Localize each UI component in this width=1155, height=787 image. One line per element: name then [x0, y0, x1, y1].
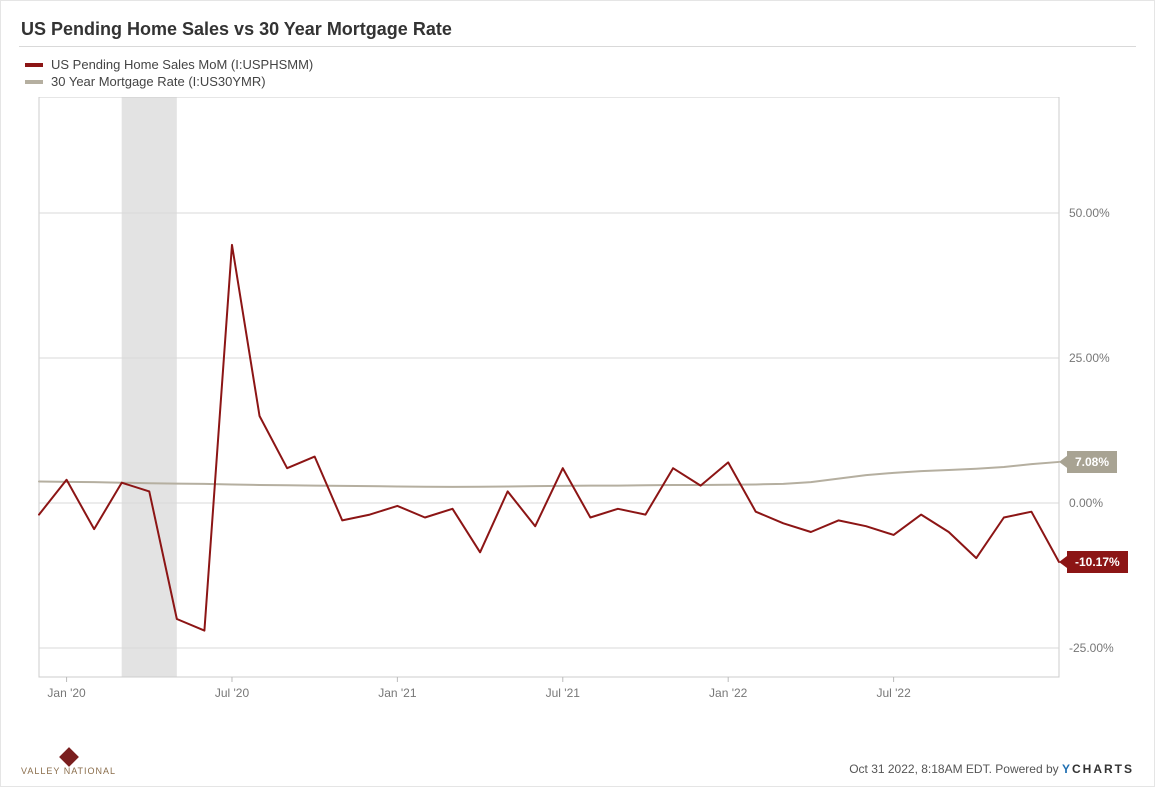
- svg-text:Jul '20: Jul '20: [215, 686, 250, 700]
- plot-svg: -25.00% 0.00% 25.00% 50.00% Jan '20 Jul '20 Ja…: [19, 97, 1137, 712]
- footer-powered-prefix: Powered by: [995, 762, 1062, 776]
- footer-right: Oct 31 2022, 8:18AM EDT. Powered by YCHA…: [849, 762, 1134, 776]
- plot-area: -25.00% 0.00% 25.00% 50.00% Jan '20 Jul '20 Ja…: [19, 97, 1137, 712]
- footer-timestamp: Oct 31 2022, 8:18AM EDT.: [849, 762, 992, 776]
- svg-text:50.00%: 50.00%: [1069, 206, 1110, 220]
- ycharts-text: CHARTS: [1072, 762, 1134, 776]
- svg-text:Jan '21: Jan '21: [378, 686, 417, 700]
- header-rule: [19, 46, 1136, 47]
- brand-mark-icon: [59, 747, 79, 767]
- svg-text:Jul '22: Jul '22: [876, 686, 911, 700]
- legend-label-1: 30 Year Mortgage Rate (I:US30YMR): [51, 74, 266, 89]
- legend-swatch-0: [25, 63, 43, 67]
- svg-text:Jan '22: Jan '22: [709, 686, 748, 700]
- footer-left-brand: VALLEY NATIONAL: [21, 750, 116, 776]
- legend-label-0: US Pending Home Sales MoM (I:USPHSMM): [51, 57, 313, 72]
- chart-container: US Pending Home Sales vs 30 Year Mortgag…: [0, 0, 1155, 787]
- svg-text:0.00%: 0.00%: [1069, 496, 1103, 510]
- legend-swatch-1: [25, 80, 43, 84]
- legend: US Pending Home Sales MoM (I:USPHSMM) 30…: [25, 57, 1136, 89]
- end-label-series-1: 7.08%: [1067, 451, 1117, 473]
- footer: VALLEY NATIONAL Oct 31 2022, 8:18AM EDT.…: [21, 750, 1134, 776]
- legend-item-1: 30 Year Mortgage Rate (I:US30YMR): [25, 74, 1136, 89]
- end-label-series-0: -10.17%: [1067, 551, 1128, 573]
- brand-text: VALLEY NATIONAL: [21, 766, 116, 776]
- legend-item-0: US Pending Home Sales MoM (I:USPHSMM): [25, 57, 1136, 72]
- svg-text:25.00%: 25.00%: [1069, 351, 1110, 365]
- svg-text:-25.00%: -25.00%: [1069, 641, 1114, 655]
- svg-text:Jan '20: Jan '20: [47, 686, 86, 700]
- svg-text:Jul '21: Jul '21: [546, 686, 581, 700]
- chart-title: US Pending Home Sales vs 30 Year Mortgag…: [21, 19, 1136, 40]
- ycharts-logo: YCHARTS: [1062, 762, 1134, 776]
